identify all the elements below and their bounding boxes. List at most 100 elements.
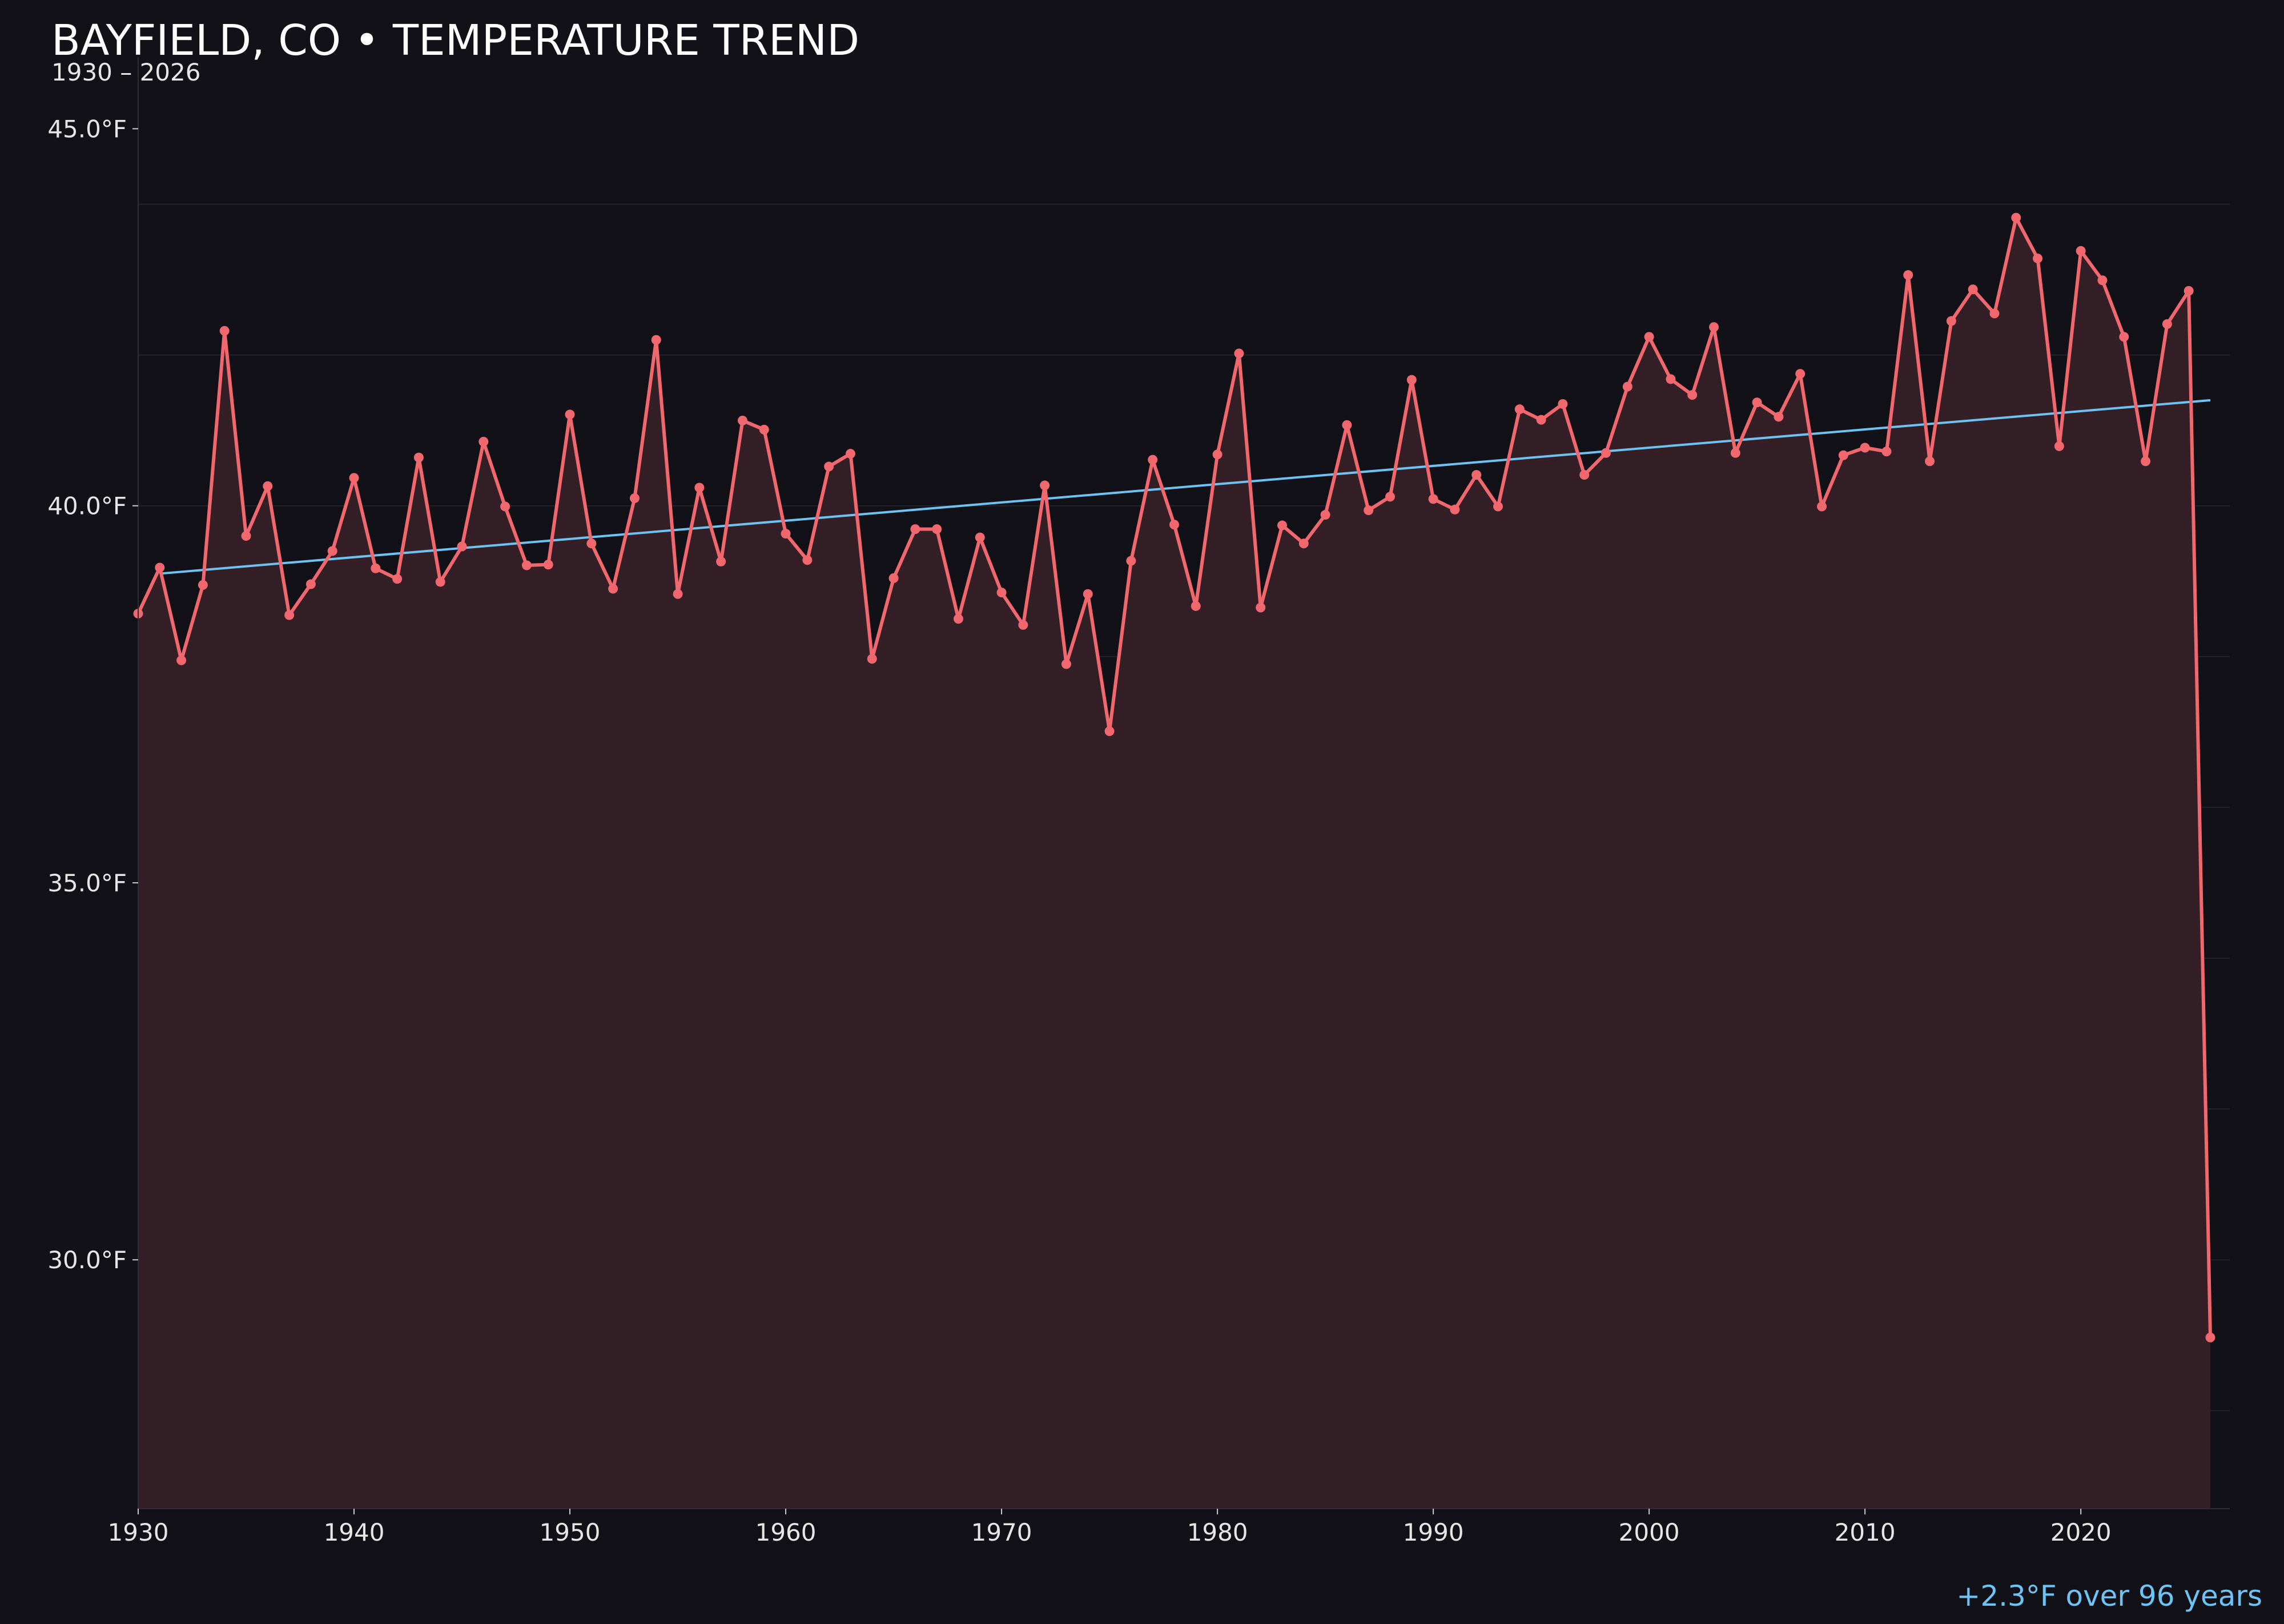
data-point xyxy=(1234,348,1244,359)
data-point xyxy=(349,473,359,483)
data-point xyxy=(2162,319,2172,329)
data-point xyxy=(1428,494,1438,504)
y-tick-label: 40.0°F xyxy=(47,492,127,520)
data-point xyxy=(1514,404,1525,415)
data-point xyxy=(1558,399,1568,409)
x-tick-label: 1990 xyxy=(1403,1518,1464,1546)
x-tick-label: 1930 xyxy=(108,1518,169,1546)
data-point xyxy=(305,579,316,589)
data-point xyxy=(1104,726,1115,737)
data-point xyxy=(737,415,747,425)
data-point xyxy=(629,493,640,504)
data-point xyxy=(824,461,834,472)
data-point xyxy=(478,436,489,447)
data-point xyxy=(975,532,985,542)
data-point xyxy=(759,424,769,435)
data-point xyxy=(1342,420,1352,430)
x-tick-label: 1950 xyxy=(540,1518,601,1546)
data-point xyxy=(1191,601,1201,611)
data-point xyxy=(2141,456,2151,467)
area-fill-layer xyxy=(138,218,2210,1509)
data-point xyxy=(198,580,208,590)
data-point xyxy=(1774,412,1784,422)
x-tick-label: 1940 xyxy=(324,1518,385,1546)
data-point xyxy=(219,325,230,336)
data-point xyxy=(1687,390,1698,400)
y-tick-label: 45.0°F xyxy=(47,115,127,143)
data-point xyxy=(1644,332,1654,342)
data-point xyxy=(608,584,618,594)
chart-title: BAYFIELD, CO • TEMPERATURE TREND xyxy=(51,16,859,65)
data-point xyxy=(2119,332,2129,342)
data-point xyxy=(1752,397,1762,408)
data-point xyxy=(2054,441,2064,451)
trend-footnote: +2.3°F over 96 years xyxy=(1956,1579,2262,1613)
data-point xyxy=(2097,275,2108,286)
data-point xyxy=(327,546,337,556)
x-tick-label: 2020 xyxy=(2050,1518,2112,1546)
data-point xyxy=(651,335,661,345)
y-axis-ticks: 45.0°F 40.0°F 35.0°F 30.0°F xyxy=(47,115,138,1274)
data-point xyxy=(1925,456,1935,467)
data-point xyxy=(996,588,1007,598)
data-point xyxy=(1471,470,1482,480)
data-point xyxy=(1795,369,1806,379)
data-point xyxy=(413,452,424,463)
data-point xyxy=(500,501,510,512)
data-point xyxy=(2205,1332,2215,1342)
data-point xyxy=(673,589,683,599)
x-axis-ticks: 1930 1940 1950 1960 1970 1980 1990 2000 2010 2020 xyxy=(108,1509,2112,1546)
data-point xyxy=(1881,447,1892,457)
data-point xyxy=(845,449,855,459)
data-point xyxy=(435,577,445,587)
data-point xyxy=(2011,212,2021,223)
x-tick-label: 1960 xyxy=(755,1518,817,1546)
data-point xyxy=(565,409,575,420)
data-point xyxy=(1450,504,1460,514)
data-point xyxy=(521,560,532,570)
data-points xyxy=(133,212,2215,1342)
axes xyxy=(138,57,2230,1509)
data-point xyxy=(1018,620,1028,630)
data-point xyxy=(1536,415,1546,425)
data-point xyxy=(1860,443,1870,453)
data-point xyxy=(953,614,963,624)
data-point xyxy=(781,529,791,539)
data-point xyxy=(694,483,705,493)
data-point xyxy=(1320,510,1330,520)
data-point xyxy=(1385,492,1396,502)
data-point xyxy=(1838,450,1848,460)
data-point xyxy=(1493,501,1503,512)
data-point xyxy=(392,574,403,584)
data-point xyxy=(1601,448,1611,458)
data-point xyxy=(1256,602,1266,613)
data-point xyxy=(910,524,920,534)
data-point xyxy=(1040,480,1050,491)
data-point xyxy=(888,573,899,583)
data-point xyxy=(586,538,597,549)
x-tick-label: 1970 xyxy=(971,1518,1032,1546)
data-point xyxy=(1622,381,1632,392)
data-point xyxy=(284,610,295,620)
data-point xyxy=(1298,538,1309,549)
data-point xyxy=(1579,470,1590,480)
data-point xyxy=(1126,556,1136,566)
y-tick-label: 30.0°F xyxy=(47,1246,127,1274)
x-tick-label: 1980 xyxy=(1187,1518,1248,1546)
data-point xyxy=(1817,501,1827,512)
data-point xyxy=(263,481,273,491)
data-point xyxy=(155,562,165,573)
temperature-area-fill xyxy=(138,218,2210,1509)
trend-layer xyxy=(159,399,2211,575)
data-point xyxy=(1968,284,1978,295)
data-point xyxy=(1709,322,1719,332)
data-point xyxy=(176,655,187,665)
data-point xyxy=(2033,254,2043,264)
data-point xyxy=(1364,505,1374,516)
data-point xyxy=(2184,286,2194,296)
x-tick-label: 2010 xyxy=(1835,1518,1896,1546)
data-point xyxy=(2076,246,2086,256)
data-point xyxy=(1212,449,1223,460)
trend-line xyxy=(159,399,2211,575)
